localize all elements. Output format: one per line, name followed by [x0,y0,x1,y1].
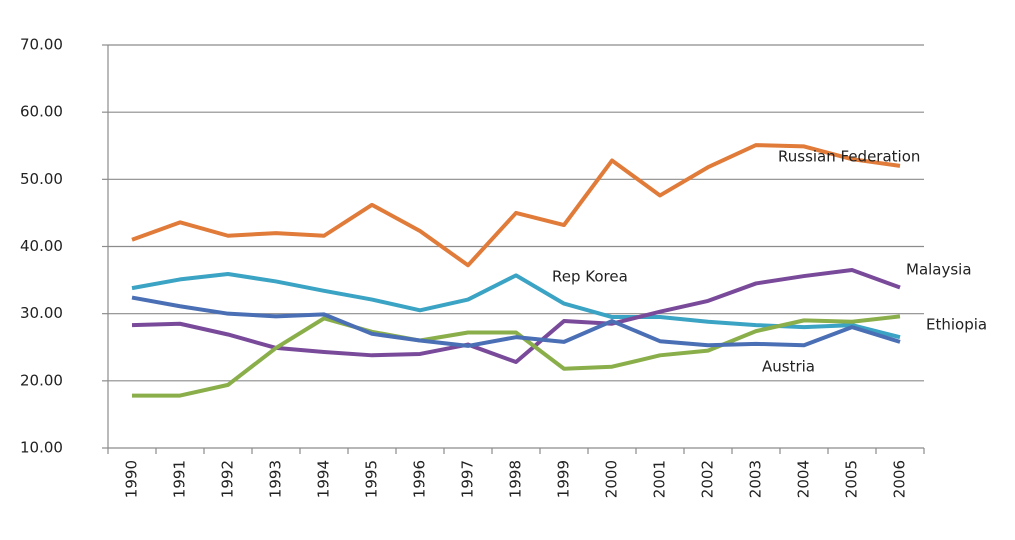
series-label: Austria [762,358,815,376]
x-tick-label: 2005 [843,460,861,498]
series-line [131,143,901,268]
x-tick-label: 1993 [267,460,285,498]
x-tick-label: 1992 [219,460,237,498]
x-tick-label: 1999 [555,460,573,498]
y-tick-label: 10.00 [20,439,63,457]
x-tick-label: 1994 [315,460,333,498]
x-tick-label: 1991 [171,460,189,498]
x-tick-label: 1996 [411,460,429,498]
x-tick-label: 1995 [363,460,381,498]
series-line [131,272,901,340]
y-tick-label: 70.00 [20,36,63,54]
y-tick-label: 40.00 [20,237,63,255]
series-label: Ethiopia [926,316,987,334]
series-label: Rep Korea [552,268,628,286]
y-tick-label: 50.00 [20,170,63,188]
series-line [131,268,901,365]
x-tick-label: 2002 [699,460,717,498]
x-tick-label: 1998 [507,460,525,498]
series-label: Russian Federation [778,148,920,166]
x-tick-label: 1997 [459,460,477,498]
x-tick-label: 2001 [651,460,669,498]
x-tick-label: 2006 [891,460,909,498]
x-tick-label: 2004 [795,460,813,498]
series-line [131,295,901,348]
y-tick-label: 20.00 [20,371,63,389]
x-tick-label: 2003 [747,460,765,498]
y-tick-label: 30.00 [20,304,63,322]
x-tick-label: 1990 [123,460,141,498]
series-label: Malaysia [906,261,972,279]
y-tick-label: 60.00 [20,103,63,121]
x-tick-label: 2000 [603,460,621,498]
series-line [132,314,901,398]
